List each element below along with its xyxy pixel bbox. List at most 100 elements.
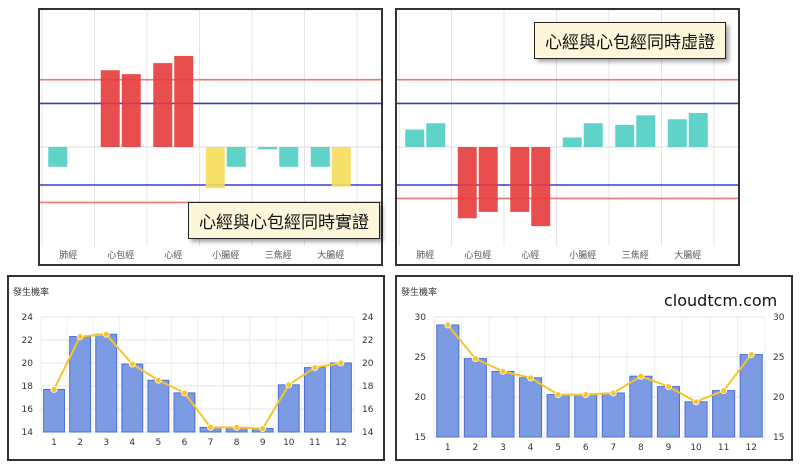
bar: [277, 384, 300, 433]
trend-point: [285, 381, 293, 389]
category-label: 肺經: [416, 249, 434, 261]
bar: [48, 147, 68, 167]
bar: [279, 147, 299, 167]
x-tick-label: 12: [335, 438, 346, 448]
monthly-probability-chart-1: 發生機率 14 14 16 16 18 18 20 20 22 22 24 24 1 2 3 4 5 6 7 8 9 10…: [7, 275, 385, 461]
bar: [667, 119, 687, 147]
bar: [436, 324, 460, 438]
trend-point: [582, 391, 590, 398]
x-tick-label: 2: [77, 438, 83, 448]
category-label: 小腸經: [212, 249, 239, 261]
bar: [95, 333, 118, 433]
x-tick-label: 7: [610, 443, 616, 453]
trend-point: [554, 391, 562, 398]
trend-point: [181, 389, 188, 397]
trend-line: [53, 333, 342, 430]
trend-point: [337, 359, 345, 367]
bar: [615, 124, 635, 147]
trend-point: [311, 364, 319, 371]
y-tick-label-right: 22: [362, 336, 373, 346]
category-label: 心包經: [107, 249, 134, 261]
trend-point: [471, 355, 479, 362]
y-tick-label: 14: [22, 428, 34, 438]
bar: [510, 147, 530, 212]
x-tick-label: 10: [283, 438, 295, 448]
x-tick-label: 4: [528, 443, 534, 453]
bar: [174, 55, 194, 148]
bar: [331, 147, 351, 187]
x-tick-label: 1: [445, 443, 451, 453]
trend-point: [102, 330, 110, 338]
bar: [574, 394, 598, 438]
bar: [463, 358, 487, 438]
bar: [205, 147, 225, 189]
trend-point: [720, 387, 728, 394]
category-label: 肺經: [59, 249, 77, 261]
y-tick-label-right: 18: [362, 382, 374, 392]
bar: [426, 123, 446, 147]
bar: [601, 392, 625, 438]
bar: [100, 70, 120, 147]
monthly-probability-chart-2: 發生機率 cloudtcm.com 15 15 20 20 25 25 30 30 1 2 3 4 5 6…: [395, 275, 793, 461]
bar: [121, 363, 144, 433]
x-tick-label: 6: [182, 438, 188, 448]
x-tick-label: 5: [156, 438, 162, 448]
y-tick-label: 24: [22, 313, 34, 323]
trend-point: [154, 376, 162, 384]
trend-point: [609, 389, 617, 397]
x-tick-label: 4: [129, 438, 135, 448]
bar: [491, 370, 515, 438]
y-tick-label-right: 20: [362, 359, 374, 369]
trend-point: [259, 425, 267, 432]
x-tick-label: 9: [260, 438, 266, 448]
trend-point: [637, 372, 645, 380]
y-axis-label: 發生機率: [13, 288, 50, 298]
x-tick-label: 8: [638, 443, 644, 453]
bar: [519, 377, 543, 438]
category-label: 三焦經: [622, 249, 649, 261]
x-tick-label: 7: [208, 438, 214, 448]
y-tick-label-right: 14: [362, 428, 374, 438]
x-tick-label: 8: [234, 438, 240, 448]
trend-point: [527, 374, 534, 382]
deficiency-callout: 心經與心包經同時虛證: [534, 22, 726, 59]
category-label: 大腸經: [317, 249, 344, 261]
bar: [688, 112, 708, 147]
bar: [636, 115, 656, 147]
bar: [712, 390, 736, 438]
x-tick-label: 10: [690, 443, 702, 453]
y-tick-label: 18: [22, 382, 34, 392]
x-tick-label: 3: [103, 438, 109, 448]
category-label: 心經: [521, 249, 539, 261]
trend-point: [207, 423, 214, 431]
trend-point: [444, 321, 452, 329]
trend-point: [76, 333, 84, 340]
bar: [43, 388, 65, 433]
bar: [121, 74, 141, 147]
meridian-bars-excess: 肺經 心包經 心經 小腸經 三焦經 大腸經: [40, 10, 381, 261]
y-tick-label: 30: [415, 313, 427, 323]
bar: [405, 129, 425, 147]
trend-line: [447, 324, 753, 403]
x-tick-label: 6: [583, 443, 589, 453]
site-watermark: cloudtcm.com: [664, 291, 778, 310]
trend-point: [692, 398, 700, 406]
bar: [531, 147, 551, 227]
bar: [684, 401, 708, 438]
bar: [583, 123, 603, 147]
excess-callout: 心經與心包經同時實證: [188, 202, 380, 239]
bar: [310, 147, 330, 167]
trend-point: [50, 386, 58, 393]
x-tick-label: 1: [51, 438, 57, 448]
y-axis-label: 發生機率: [401, 288, 438, 298]
y-tick-label-right: 25: [773, 353, 784, 363]
category-label: 大腸經: [674, 249, 701, 261]
bar: [258, 147, 278, 150]
meridian-bars-deficiency: 肺經 心包經 心經 小腸經 三焦經 大腸經: [397, 10, 738, 261]
x-tick-label: 11: [718, 443, 729, 453]
trend-point: [665, 383, 672, 390]
y-tick-label: 15: [415, 433, 426, 443]
bar: [173, 392, 196, 433]
y-tick-label: 20: [415, 393, 427, 403]
